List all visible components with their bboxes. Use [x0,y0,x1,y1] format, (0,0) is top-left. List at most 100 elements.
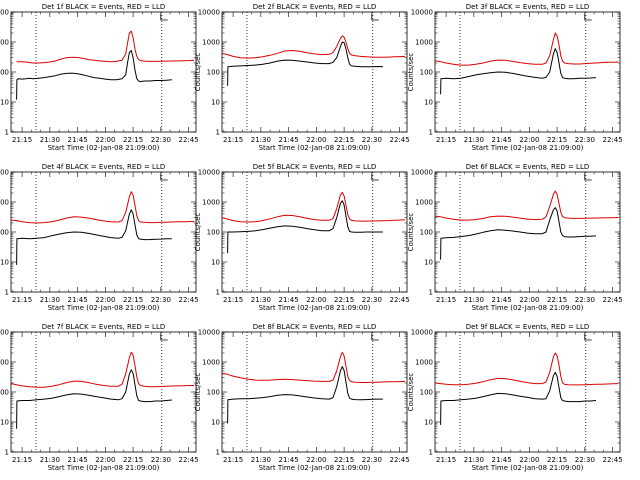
x-tick-label: 22:15 [334,136,354,144]
y-tick-label: 10000 [0,9,9,17]
panel-title: Det 3f BLACK = Events, RED = LLD [466,3,589,11]
series-events-line [440,48,597,95]
y-tick-label: 100 [207,389,220,397]
x-tick-label: 21:30 [40,296,60,304]
series-lld-line [434,190,619,221]
x-tick-label: 22:30 [151,296,171,304]
x-tick-label: 21:30 [464,136,484,144]
x-tick-label: 21:30 [464,296,484,304]
panel-det-2: Det 2f BLACK = Events, RED = LLD 1 10 100 10… [194,3,410,152]
y-tick-label: 10 [211,419,220,427]
x-tick-label: 22:45 [603,136,623,144]
x-tick-label: 21:45 [279,296,299,304]
y-tick-label: 1 [5,449,9,457]
x-tick-label: 22:00 [95,136,115,144]
x-tick-label: 21:45 [492,296,512,304]
x-tick-label: 21:30 [251,296,271,304]
x-tick-label: 22:15 [334,296,354,304]
y-tick-label: 100 [420,229,433,237]
x-tick-label: 22:30 [362,136,382,144]
y-tick-label: 1000 [202,359,220,367]
x-tick-label: 21:30 [40,456,60,464]
series-lld-line [221,351,406,383]
y-tick-label: 10000 [198,9,220,17]
y-tick-label: 1 [5,129,9,137]
series-events-line [440,371,597,425]
panel-det-6: Det 6f BLACK = Events, RED = LLD 1 10 100 10… [407,163,623,312]
y-tick-label: 10 [0,259,9,267]
y-tick-label: 10 [424,419,433,427]
x-tick-label: 22:15 [123,296,143,304]
series-events-line [227,366,383,424]
y-tick-label: 1000 [0,199,9,207]
y-tick-label: 1000 [0,359,9,367]
x-axis-title: Start Time (02-Jan-08 21:09:00) [472,464,584,472]
series-events-line [227,200,383,254]
x-tick-label: 22:00 [95,456,115,464]
x-tick-label: 22:45 [390,296,410,304]
y-tick-label: 1000 [202,39,220,47]
x-tick-label: 21:15 [12,296,32,304]
x-tick-label: 22:15 [334,456,354,464]
panel-title: Det 7f BLACK = Events, RED = LLD [42,323,165,331]
x-tick-label: 21:15 [12,136,32,144]
y-axis-title: Counts/sec [194,373,202,412]
series-lld-line [221,191,406,223]
y-tick-label: 10000 [0,169,9,177]
panel-title: Det 4f BLACK = Events, RED = LLD [42,163,165,171]
x-axis-title: Start Time (02-Jan-08 21:09:00) [48,464,160,472]
x-axis-title: Start Time (02-Jan-08 21:09:00) [259,144,371,152]
y-tick-label: 100 [0,389,9,397]
x-tick-label: 22:30 [362,456,382,464]
y-tick-label: 1000 [202,199,220,207]
x-tick-label: 21:15 [436,296,456,304]
time-marker-bracket [584,334,592,341]
y-tick-label: 100 [0,229,9,237]
x-tick-label: 22:00 [306,136,326,144]
y-tick-label: 1 [429,129,433,137]
x-tick-label: 22:00 [95,296,115,304]
time-marker-bracket [584,14,592,21]
series-lld-line [434,352,619,386]
x-tick-label: 22:30 [362,296,382,304]
x-tick-label: 22:45 [179,456,199,464]
y-axis-title: Counts/sec [407,213,415,252]
y-tick-label: 1 [216,129,220,137]
y-tick-label: 10000 [411,169,433,177]
x-tick-label: 21:15 [223,136,243,144]
time-marker-bracket [371,174,379,181]
time-marker-bracket [371,334,379,341]
x-tick-label: 22:00 [306,456,326,464]
y-tick-label: 1 [429,289,433,297]
x-tick-label: 22:00 [519,136,539,144]
series-events-line [16,209,172,265]
series-events-line [440,207,597,260]
y-tick-label: 1000 [415,199,433,207]
y-axis-title: Counts/sec [194,53,202,92]
x-tick-label: 22:45 [390,136,410,144]
x-tick-label: 22:00 [519,456,539,464]
x-tick-label: 22:30 [151,136,171,144]
x-tick-label: 21:15 [223,296,243,304]
x-tick-label: 22:45 [179,296,199,304]
series-lld-line [10,351,195,388]
x-tick-label: 22:45 [179,136,199,144]
y-tick-label: 10000 [411,329,433,337]
x-tick-label: 21:45 [68,136,88,144]
x-tick-label: 21:45 [492,136,512,144]
x-tick-label: 22:15 [547,456,567,464]
series-events-line [227,41,383,86]
y-tick-label: 10 [424,99,433,107]
panel-det-4: Det 4f BLACK = Events, RED = LLD 1 10 100 10… [0,163,199,312]
x-axis-title: Start Time (02-Jan-08 21:09:00) [259,304,371,312]
x-tick-label: 21:15 [436,136,456,144]
time-marker-bracket [160,334,168,341]
y-tick-label: 10 [0,99,9,107]
x-tick-label: 22:00 [519,296,539,304]
x-tick-label: 21:45 [279,136,299,144]
x-tick-label: 22:30 [575,456,595,464]
time-marker-bracket [371,14,379,21]
panel-det-8: Det 8f BLACK = Events, RED = LLD 1 10 100 10… [194,323,410,472]
